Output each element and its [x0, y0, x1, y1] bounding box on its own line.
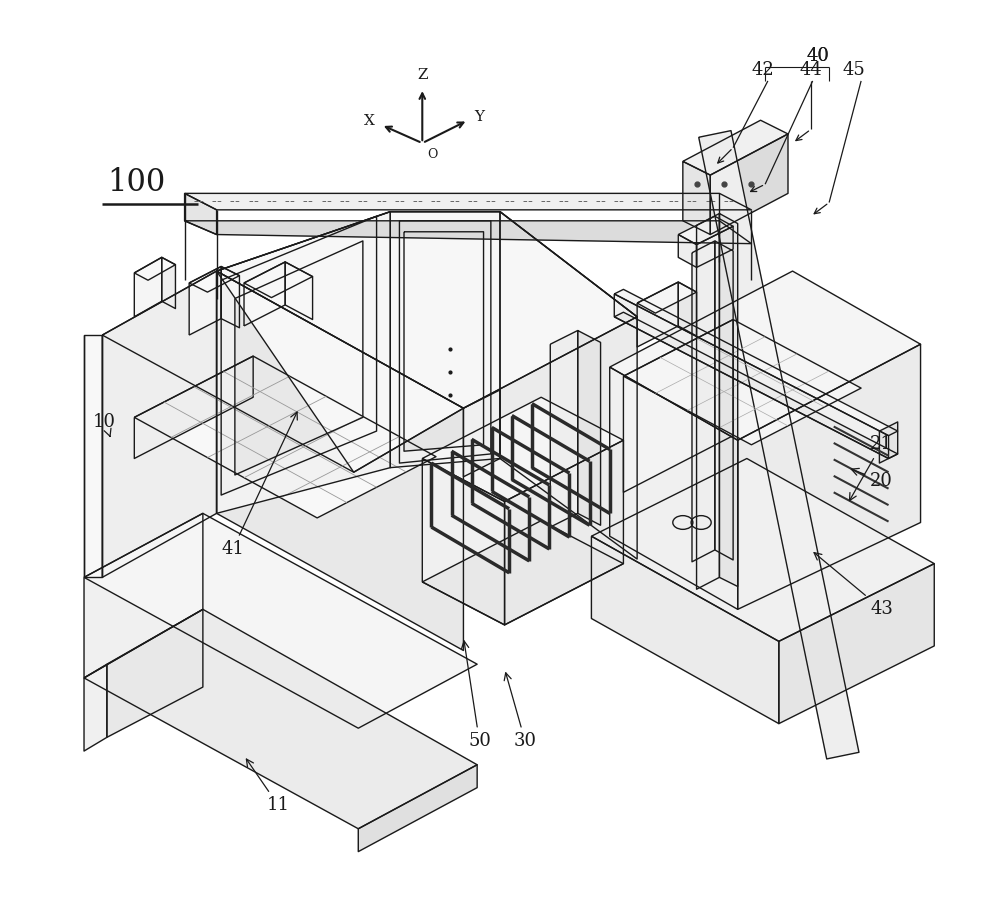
- Polygon shape: [710, 134, 788, 235]
- Polygon shape: [221, 267, 239, 327]
- Polygon shape: [102, 271, 463, 472]
- Polygon shape: [422, 458, 505, 624]
- Text: 40: 40: [806, 47, 829, 65]
- Polygon shape: [505, 440, 623, 624]
- Polygon shape: [404, 232, 484, 451]
- Text: O: O: [427, 148, 437, 160]
- Polygon shape: [244, 262, 285, 326]
- Polygon shape: [550, 330, 578, 527]
- Polygon shape: [578, 330, 601, 525]
- Polygon shape: [738, 344, 921, 610]
- Polygon shape: [134, 258, 175, 281]
- Polygon shape: [623, 319, 861, 445]
- Text: 40: 40: [806, 47, 829, 65]
- Polygon shape: [697, 226, 733, 268]
- Text: 43: 43: [814, 553, 893, 618]
- Polygon shape: [500, 212, 637, 559]
- Polygon shape: [614, 290, 898, 436]
- Polygon shape: [779, 564, 934, 724]
- Polygon shape: [623, 319, 733, 492]
- Polygon shape: [217, 212, 390, 514]
- Polygon shape: [678, 282, 697, 336]
- Text: 11: 11: [246, 759, 290, 814]
- Polygon shape: [422, 397, 623, 502]
- Polygon shape: [678, 216, 733, 245]
- Text: 42: 42: [751, 61, 774, 79]
- Polygon shape: [185, 221, 751, 244]
- Text: Z: Z: [417, 68, 428, 82]
- Text: 100: 100: [107, 167, 165, 198]
- Polygon shape: [358, 765, 477, 852]
- Polygon shape: [591, 536, 779, 724]
- Polygon shape: [399, 221, 491, 463]
- Polygon shape: [235, 241, 363, 475]
- Polygon shape: [699, 130, 859, 759]
- Text: 45: 45: [843, 61, 866, 79]
- Polygon shape: [285, 262, 313, 319]
- Text: 41: 41: [221, 412, 297, 558]
- Polygon shape: [189, 267, 221, 335]
- Polygon shape: [84, 514, 203, 678]
- Polygon shape: [84, 335, 102, 578]
- Polygon shape: [422, 521, 623, 624]
- Text: 44: 44: [800, 61, 823, 79]
- Polygon shape: [217, 271, 463, 650]
- Polygon shape: [185, 193, 751, 210]
- Polygon shape: [84, 610, 477, 829]
- Polygon shape: [134, 356, 253, 458]
- Polygon shape: [614, 312, 898, 458]
- Polygon shape: [879, 422, 898, 463]
- Polygon shape: [683, 120, 788, 175]
- Polygon shape: [84, 664, 107, 751]
- Polygon shape: [591, 458, 934, 641]
- Polygon shape: [614, 294, 889, 458]
- Text: 20: 20: [851, 469, 893, 490]
- Polygon shape: [84, 514, 477, 728]
- Text: 30: 30: [504, 673, 537, 750]
- Polygon shape: [217, 212, 637, 472]
- Polygon shape: [715, 241, 733, 560]
- Text: X: X: [364, 114, 375, 128]
- Polygon shape: [107, 610, 203, 737]
- Polygon shape: [610, 271, 921, 440]
- Polygon shape: [134, 356, 436, 518]
- Polygon shape: [463, 390, 500, 477]
- Text: Y: Y: [474, 110, 484, 125]
- Polygon shape: [637, 282, 697, 313]
- Polygon shape: [162, 258, 175, 308]
- Text: 50: 50: [462, 641, 491, 750]
- Polygon shape: [678, 235, 697, 268]
- Polygon shape: [390, 212, 500, 468]
- Polygon shape: [697, 214, 719, 590]
- Polygon shape: [134, 258, 162, 316]
- Polygon shape: [637, 282, 678, 347]
- Polygon shape: [217, 212, 637, 408]
- Polygon shape: [221, 216, 377, 495]
- Polygon shape: [102, 271, 217, 578]
- Polygon shape: [692, 241, 715, 562]
- Polygon shape: [683, 161, 710, 235]
- Polygon shape: [185, 193, 217, 235]
- Polygon shape: [189, 267, 239, 293]
- Text: 21: 21: [849, 436, 893, 501]
- Polygon shape: [244, 262, 313, 298]
- Polygon shape: [610, 367, 738, 610]
- Text: 10: 10: [93, 413, 116, 436]
- Polygon shape: [719, 214, 738, 587]
